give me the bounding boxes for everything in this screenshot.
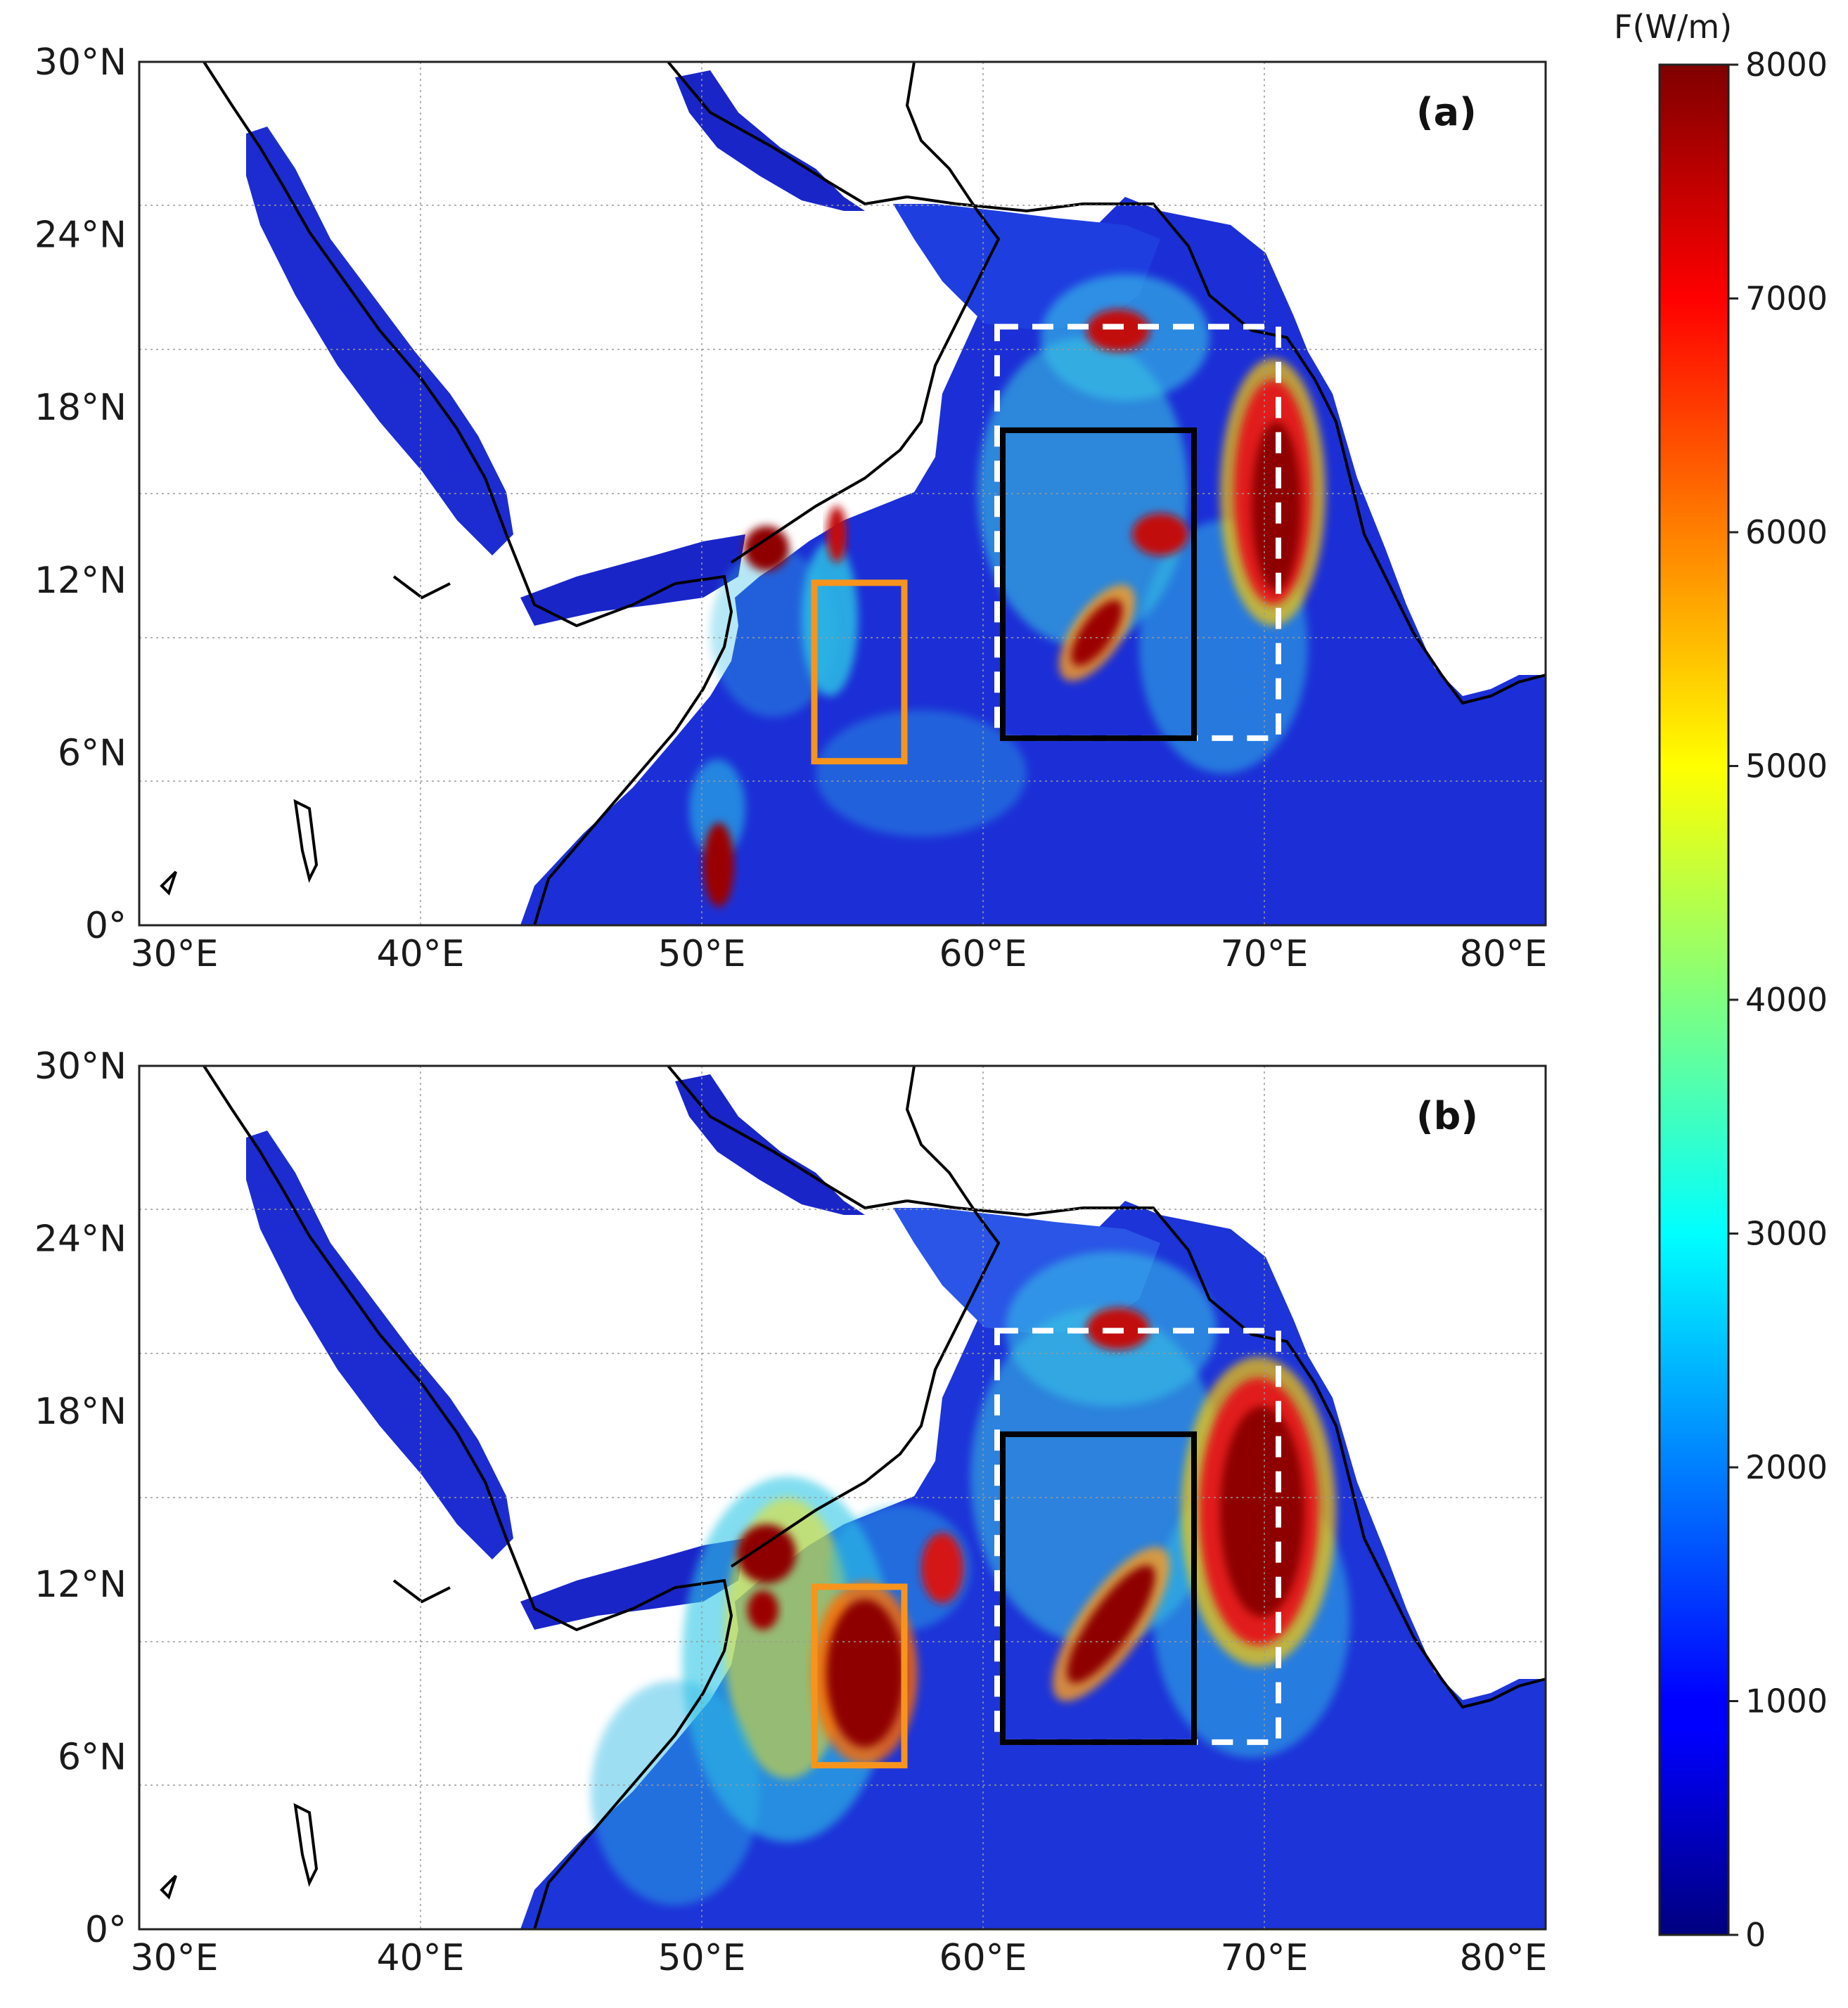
colorbar-tick-label: 7000 — [1745, 280, 1828, 318]
coastlines — [160, 60, 1546, 926]
colorbar-tick-label: 4000 — [1745, 981, 1828, 1019]
longitude-labels: 30°E 40°E 50°E 60°E 70°E 80°E — [130, 1937, 1547, 1979]
lon-tick-label: 60°E — [939, 1937, 1027, 1979]
orange-box — [811, 579, 908, 765]
colorbar-ticks: 8000 7000 6000 5000 4000 3000 2000 1000 0 — [1728, 46, 1828, 1954]
colorbar-tick-label: 3000 — [1745, 1215, 1828, 1253]
orange-box — [811, 1583, 908, 1769]
lon-tick-label: 80°E — [1459, 1937, 1547, 1979]
lon-tick-label: 80°E — [1459, 933, 1547, 975]
latitude-labels: 30°N 24°N 18°N 12°N 6°N 0° — [34, 1045, 127, 1951]
lat-tick-label: 6°N — [58, 1736, 127, 1778]
lon-tick-label: 40°E — [376, 1937, 464, 1979]
map-frame-border — [138, 1064, 1547, 1931]
gridlines — [139, 1066, 1546, 1929]
lat-tick-label: 12°N — [34, 1564, 127, 1606]
black-solid-box — [1000, 1431, 1197, 1745]
colorbar-tick-label: 8000 — [1745, 46, 1828, 84]
lat-tick-label: 0° — [85, 905, 127, 947]
lon-tick-label: 60°E — [939, 933, 1027, 975]
lat-tick-label: 6°N — [58, 732, 127, 774]
black-solid-box — [1000, 427, 1197, 741]
coastlines — [160, 1064, 1546, 1930]
colorbar-tick-label: 6000 — [1745, 513, 1828, 551]
map-panel-b: (b) 30°N 24°N 18°N 12°N 6°N 0° 30°E 40°E 50°E 60… — [34, 1045, 1548, 1979]
lat-tick-label: 24°N — [34, 214, 127, 257]
lat-tick-label: 18°N — [34, 387, 127, 429]
panel-label-b: (b) — [1416, 1094, 1478, 1138]
lat-tick-label: 24°N — [34, 1218, 127, 1261]
white-dashed-box — [994, 323, 1281, 741]
latitude-labels: 30°N 24°N 18°N 12°N 6°N 0° — [34, 41, 127, 947]
panel-label-a: (a) — [1416, 90, 1477, 134]
lon-tick-label: 70°E — [1220, 933, 1308, 975]
lat-tick-label: 30°N — [34, 41, 127, 84]
colorbar-tick-label: 2000 — [1745, 1448, 1828, 1486]
colorbar-tick-label: 5000 — [1745, 747, 1828, 785]
lat-tick-label: 12°N — [34, 560, 127, 602]
lon-tick-label: 30°E — [130, 933, 218, 975]
colorbar-tick-label: 0 — [1745, 1916, 1766, 1954]
lon-tick-label: 50°E — [657, 1937, 745, 1979]
longitude-labels: 30°E 40°E 50°E 60°E 70°E 80°E — [130, 933, 1547, 975]
colorbar-title: F(W/m) — [1614, 8, 1732, 46]
lon-tick-label: 70°E — [1220, 1937, 1308, 1979]
map-panel-a: (a) 30°N 24°N 18°N 12°N 6°N 0° 30°E 40°E 50°E 60… — [34, 41, 1548, 975]
lon-tick-label: 40°E — [376, 933, 464, 975]
colorbar-gradient — [1658, 63, 1730, 1936]
colorbar: F(W/m) 8000 7000 6000 5000 4000 3000 2000 1000 0 — [1614, 8, 1828, 1954]
lon-tick-label: 50°E — [657, 933, 745, 975]
colorbar-tick-label: 1000 — [1745, 1682, 1828, 1720]
white-dashed-box — [994, 1327, 1281, 1745]
map-frame-border — [138, 60, 1547, 927]
lat-tick-label: 18°N — [34, 1391, 127, 1433]
lat-tick-label: 0° — [85, 1909, 127, 1951]
gridlines — [139, 62, 1546, 925]
lon-tick-label: 30°E — [130, 1937, 218, 1979]
lat-tick-label: 30°N — [34, 1045, 127, 1088]
